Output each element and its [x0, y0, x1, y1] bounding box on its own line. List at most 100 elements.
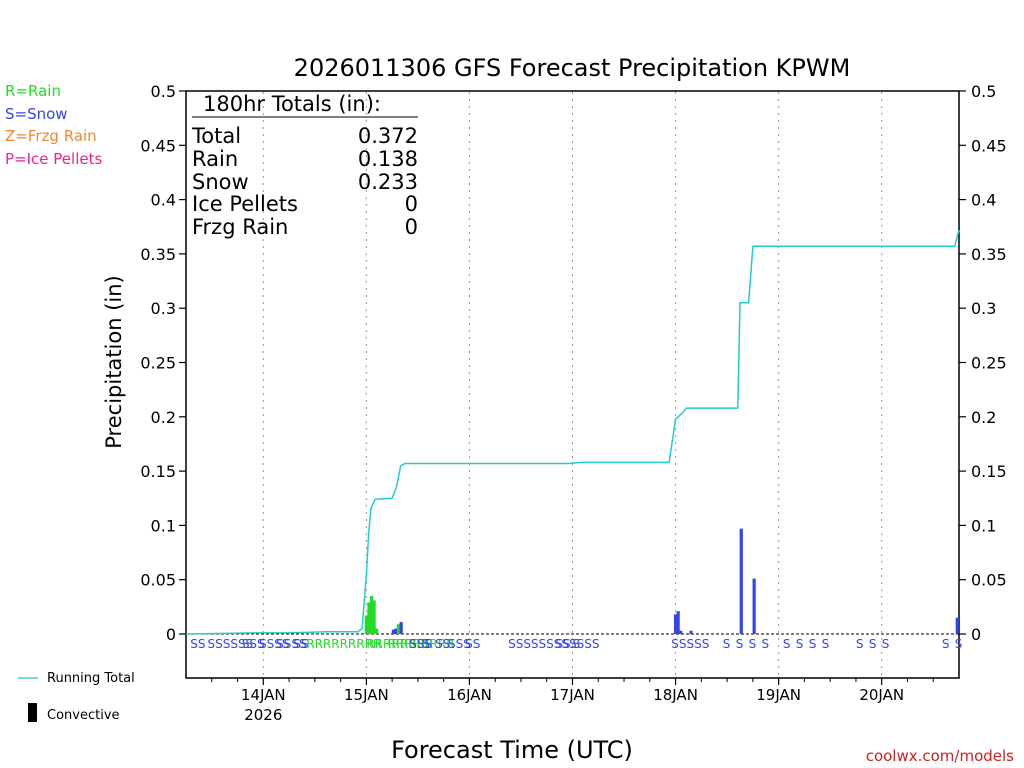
precip-bar: [739, 528, 743, 634]
x-tick-label: 18JAN: [653, 686, 698, 704]
ptype-label: S: [796, 637, 804, 651]
ptype-label: S: [749, 637, 757, 651]
y-axis-left: 0 0.05 0.1 0.15 0.2 0.25 0.3 0.35 0.4 0.45 0.5: [140, 82, 186, 644]
y-tick-label: 0: [166, 625, 176, 644]
ptype-label: RRRRRRRRR: [306, 637, 381, 651]
precip-bar: [399, 622, 403, 634]
y-tick-label: 0.15: [971, 462, 1007, 481]
ptype-row: SS SSSSSSSSSSSSSSSSSSSRRRRRRRRRRRRRRRRRRR…: [190, 637, 962, 651]
y-tick-label: 0.5: [971, 82, 996, 101]
legend-snow: S=Snow: [5, 105, 68, 123]
ptype-label: SSSS: [276, 637, 306, 651]
y-tick-label: 0.4: [971, 191, 996, 210]
y-tick-label: 0.1: [151, 516, 176, 535]
precip-bar: [364, 615, 368, 634]
y-tick-label: 0.05: [140, 571, 176, 590]
ptype-label: SSSS: [259, 637, 289, 651]
ptype-label: RRRRRRRR: [388, 637, 455, 651]
ptype-label: SS: [293, 637, 308, 651]
totals-label: Total: [191, 124, 241, 148]
x-tick-label: 15JAN: [344, 686, 389, 704]
totals-value: 0: [405, 215, 418, 239]
precip-bar: [955, 617, 959, 634]
precip-bar: [396, 624, 401, 634]
x-gridlines: [262, 92, 883, 677]
ptype-label: SSS: [448, 637, 471, 651]
y-tick-label: 0.35: [971, 245, 1007, 264]
ptype-label: S: [869, 637, 877, 651]
precip-bar: [394, 628, 398, 634]
x-tick-sublabel: 2026: [244, 706, 282, 724]
y-tick-label: 0.3: [151, 299, 176, 318]
totals-label: Rain: [192, 147, 238, 171]
ptype-label: SSSSSSSSSSSS: [508, 637, 599, 651]
totals-value: 0: [405, 192, 418, 216]
y-tick-label: 0.2: [151, 408, 176, 427]
precip-bar: [369, 595, 374, 634]
x-tick-label: 17JAN: [550, 686, 595, 704]
totals-label: Snow: [192, 170, 249, 194]
ptype-label: S: [955, 637, 963, 651]
ptype-label: SSS: [242, 637, 265, 651]
totals-value: 0.138: [358, 147, 418, 171]
precip-bar: [752, 578, 756, 634]
totals-value: 0.372: [358, 124, 418, 148]
precip-bar: [676, 611, 680, 634]
x-tick-label: 20JAN: [859, 686, 904, 704]
convective-swatch: [28, 703, 37, 722]
legend-rain: R=Rain: [5, 82, 61, 100]
ptype-label: S: [723, 637, 731, 651]
precip-bar: [367, 602, 371, 634]
ptype-label: S: [856, 637, 864, 651]
y-tick-label: 0.5: [151, 82, 176, 101]
y-tick-label: 0.4: [151, 191, 176, 210]
precip-bar: [391, 629, 396, 634]
ptype-label: SS: [555, 637, 570, 651]
legend-frzg-rain: Z=Frzg Rain: [5, 127, 97, 145]
x-tick-label: 19JAN: [756, 686, 801, 704]
y-tick-label: 0.3: [971, 299, 996, 318]
x-tick-label: 16JAN: [447, 686, 492, 704]
y-axis-label: Precipitation (in): [102, 275, 126, 448]
totals-header: 180hr Totals (in):: [203, 92, 381, 116]
totals-value: 0.233: [358, 170, 418, 194]
precip-bar: [673, 614, 678, 634]
legend-running-total: Running Total: [47, 671, 135, 686]
ptype-label: SS: [435, 637, 450, 651]
y-axis-right: 0 0.05 0.1 0.15 0.2 0.25 0.3 0.35 0.4 0.45 0.5: [959, 82, 1007, 644]
chart-title: 2026011306 GFS Forecast Precipitation KP…: [294, 54, 851, 82]
y-tick-label: 0.45: [971, 136, 1007, 155]
legend-convective: Convective: [47, 708, 120, 723]
precip-bar: [679, 630, 683, 634]
ptype-label: S: [942, 637, 950, 651]
totals-label: Frzg Rain: [192, 215, 288, 239]
ptype-label: RRRRRRRR: [366, 637, 433, 651]
totals-label: Ice Pellets: [192, 192, 298, 216]
y-tick-label: 0.35: [140, 245, 176, 264]
ptype-label: SS: [465, 637, 480, 651]
running-total-line: [185, 229, 960, 635]
precip-bar: [375, 628, 379, 634]
x-tick-label: 14JAN: [241, 686, 286, 704]
ptype-label: S: [573, 637, 581, 651]
precip-bar: [689, 630, 693, 634]
ptype-label: S: [809, 637, 817, 651]
legend-ice-pellets: P=Ice Pellets: [5, 150, 102, 168]
y-tick-label: 0.15: [140, 462, 176, 481]
ptype-label: SSSSS: [671, 637, 709, 651]
ptype-label: S: [783, 637, 791, 651]
x-axis: 14JAN 2026 15JAN 16JAN 17JAN 18JAN 19JAN 20JAN: [211, 678, 934, 724]
y-tick-label: 0.05: [971, 571, 1007, 590]
precip-bar: [372, 600, 376, 634]
credit-text: coolwx.com/models: [866, 747, 1014, 765]
y-tick-label: 0.45: [140, 136, 176, 155]
ptype-label: S: [822, 637, 830, 651]
y-tick-label: 0.1: [971, 516, 996, 535]
y-tick-label: 0: [971, 625, 981, 644]
y-tick-label: 0.2: [971, 408, 996, 427]
precip-bars: [364, 528, 959, 634]
ptype-label: S: [736, 637, 744, 651]
totals-box: 180hr Totals (in): Total 0.372 Rain 0.13…: [191, 92, 418, 239]
ptype-label: SSSSSS: [207, 637, 253, 651]
